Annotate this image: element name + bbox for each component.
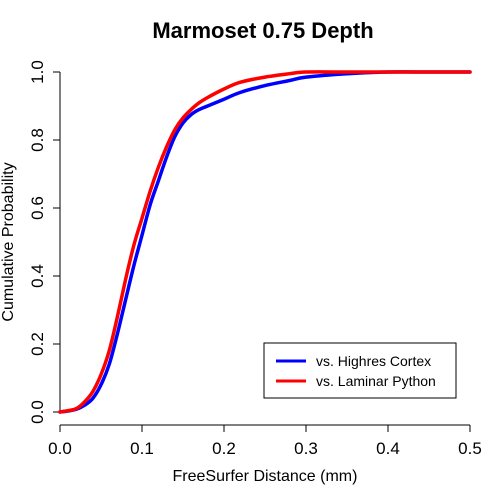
x-tick-label: 0.2 <box>212 439 236 458</box>
series-lines <box>58 70 472 414</box>
chart-title: Marmoset 0.75 Depth <box>152 18 373 43</box>
legend-label-laminar: vs. Laminar Python <box>316 373 436 389</box>
plot-area: 0.0 0.1 0.2 0.3 0.4 0.5 0.0 0.2 0.4 0.6 0.8 1.0 <box>28 60 482 458</box>
series-line-highres-cortex <box>58 70 472 414</box>
y-tick-label: 0.8 <box>28 128 47 152</box>
x-tick-label: 0.4 <box>376 439 400 458</box>
y-axis-ticks: 0.0 0.2 0.4 0.6 0.8 1.0 <box>28 60 60 424</box>
x-tick-label: 0.5 <box>458 439 482 458</box>
x-axis-ticks: 0.0 0.1 0.2 0.3 0.4 0.5 <box>48 425 482 458</box>
legend-box <box>263 342 457 399</box>
y-axis-label: Cumulative Probability <box>0 162 17 321</box>
x-axis-label: FreeSurfer Distance (mm) <box>173 468 358 485</box>
y-tick-label: 1.0 <box>28 60 47 84</box>
series-line-laminar-python <box>58 70 472 414</box>
legend: vs. Highres Cortex vs. Laminar Python <box>263 342 457 399</box>
y-tick-label: 0.6 <box>28 196 47 220</box>
x-tick-label: 0.3 <box>294 439 318 458</box>
x-tick-label: 0.1 <box>130 439 154 458</box>
y-tick-label: 0.0 <box>28 400 47 424</box>
y-tick-label: 0.2 <box>28 332 47 356</box>
y-tick-label: 0.4 <box>28 264 47 288</box>
x-tick-label: 0.0 <box>48 439 72 458</box>
legend-label-highres: vs. Highres Cortex <box>316 353 431 369</box>
